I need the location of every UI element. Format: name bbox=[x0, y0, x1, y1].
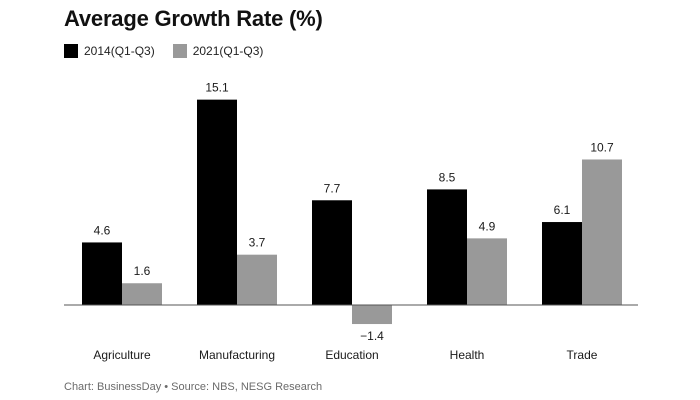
category-label-health: Health bbox=[450, 348, 485, 362]
bar-agriculture-2014 bbox=[82, 242, 122, 305]
bar-trade-2021 bbox=[582, 159, 622, 305]
value-label-manufacturing-2014: 15.1 bbox=[205, 81, 229, 95]
bar-health-2021 bbox=[467, 238, 507, 305]
legend-swatch-2014 bbox=[64, 44, 78, 58]
chart-source-footer: Chart: BusinessDay • Source: NBS, NESG R… bbox=[64, 381, 323, 393]
value-label-trade-2014: 6.1 bbox=[554, 203, 571, 217]
chart-title: Average Growth Rate (%) bbox=[64, 6, 323, 31]
bar-education-2014 bbox=[312, 200, 352, 305]
bar-health-2014 bbox=[427, 189, 467, 305]
bar-manufacturing-2014 bbox=[197, 99, 237, 305]
legend-swatch-2021 bbox=[172, 44, 187, 58]
category-label-agriculture: Agriculture bbox=[93, 348, 151, 362]
value-label-agriculture-2021: 1.6 bbox=[134, 264, 151, 278]
value-label-health-2014: 8.5 bbox=[439, 170, 456, 184]
legend-label-2021: 2021(Q1-Q3) bbox=[192, 44, 264, 58]
category-label-trade: Trade bbox=[567, 348, 598, 362]
value-label-education-2021: −1.4 bbox=[360, 329, 384, 343]
value-label-manufacturing-2021: 3.7 bbox=[249, 236, 266, 250]
value-label-agriculture-2014: 4.6 bbox=[94, 223, 111, 237]
bar-manufacturing-2021 bbox=[237, 254, 277, 305]
legend-label-2014: 2014(Q1-Q3) bbox=[84, 44, 155, 58]
category-label-education: Education bbox=[325, 348, 378, 362]
bar-education-2021 bbox=[352, 305, 392, 325]
bar-trade-2014 bbox=[542, 222, 582, 305]
value-label-trade-2021: 10.7 bbox=[590, 140, 614, 154]
legend-item-2021: 2021(Q1-Q3) bbox=[172, 44, 264, 58]
category-label-manufacturing: Manufacturing bbox=[199, 348, 275, 362]
legend-item-2014: 2014(Q1-Q3) bbox=[64, 44, 155, 58]
value-label-health-2021: 4.9 bbox=[479, 219, 496, 233]
bar-agriculture-2021 bbox=[122, 283, 162, 305]
value-label-education-2014: 7.7 bbox=[324, 181, 341, 195]
chart-legend: 2014(Q1-Q3) 2021(Q1-Q3) bbox=[64, 44, 281, 58]
